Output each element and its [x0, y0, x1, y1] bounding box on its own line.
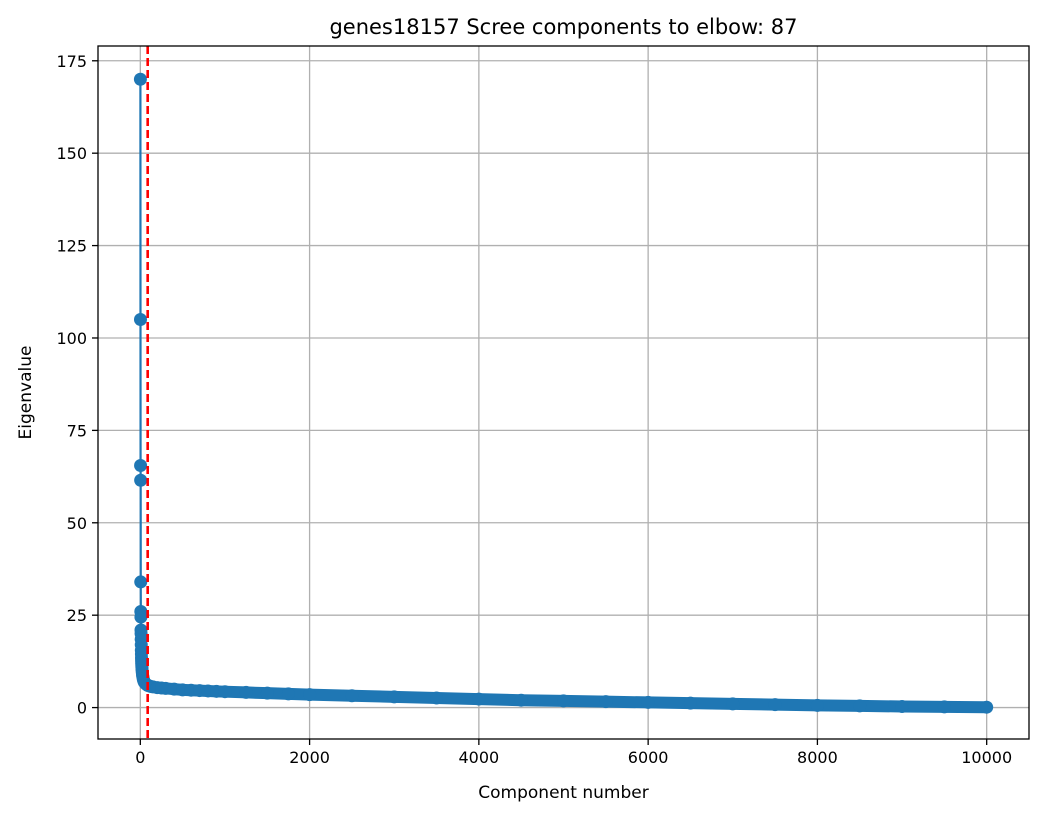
data-point [980, 700, 994, 714]
data-point [853, 699, 867, 713]
data-point [557, 694, 570, 708]
data-point [726, 697, 740, 711]
data-point [134, 575, 148, 589]
chart-title: genes18157 Scree components to elbow: 87 [329, 15, 797, 39]
grid [98, 46, 1029, 739]
y-tick-label: 25 [67, 606, 87, 625]
y-tick-label: 175 [56, 52, 87, 71]
data-point [641, 695, 655, 709]
data-point [430, 691, 444, 705]
y-tick-label: 75 [67, 421, 87, 440]
x-tick-label: 10000 [961, 748, 1012, 767]
data-point [303, 688, 317, 702]
data-point [472, 692, 486, 706]
data-point [768, 698, 782, 712]
x-tick-label: 4000 [459, 748, 500, 767]
data-point [599, 695, 613, 709]
plot-area [133, 46, 994, 739]
data-point [683, 696, 697, 710]
y-tick-label: 125 [56, 237, 87, 256]
data-point [387, 690, 401, 704]
data-point [239, 685, 253, 699]
data-point [133, 72, 147, 86]
y-tick-label: 100 [56, 329, 87, 348]
data-point [134, 458, 148, 472]
data-point [260, 686, 274, 700]
y-tick-label: 0 [77, 699, 87, 718]
data-point [810, 698, 824, 712]
data-point [937, 700, 951, 714]
data-point [281, 687, 295, 701]
x-tick-label: 0 [135, 748, 145, 767]
y-axis-label: Eigenvalue [16, 346, 36, 440]
x-axis-label: Component number [478, 783, 648, 803]
data-point [133, 313, 147, 327]
x-tick-label: 8000 [797, 748, 838, 767]
y-tick-label: 150 [56, 144, 87, 163]
axes-frame [97, 45, 1030, 740]
data-point [134, 610, 148, 624]
x-tick-label: 2000 [289, 748, 330, 767]
data-point [134, 473, 148, 487]
data-point [514, 693, 528, 707]
axes: 0 2000 4000 6000 8000 10000 0 25 50 75 100 125 150 17… [56, 52, 1012, 767]
x-tick-label: 6000 [628, 748, 669, 767]
data-point [345, 689, 359, 703]
y-tick-label: 50 [67, 514, 87, 533]
data-point [895, 699, 909, 713]
data-point [218, 685, 232, 699]
